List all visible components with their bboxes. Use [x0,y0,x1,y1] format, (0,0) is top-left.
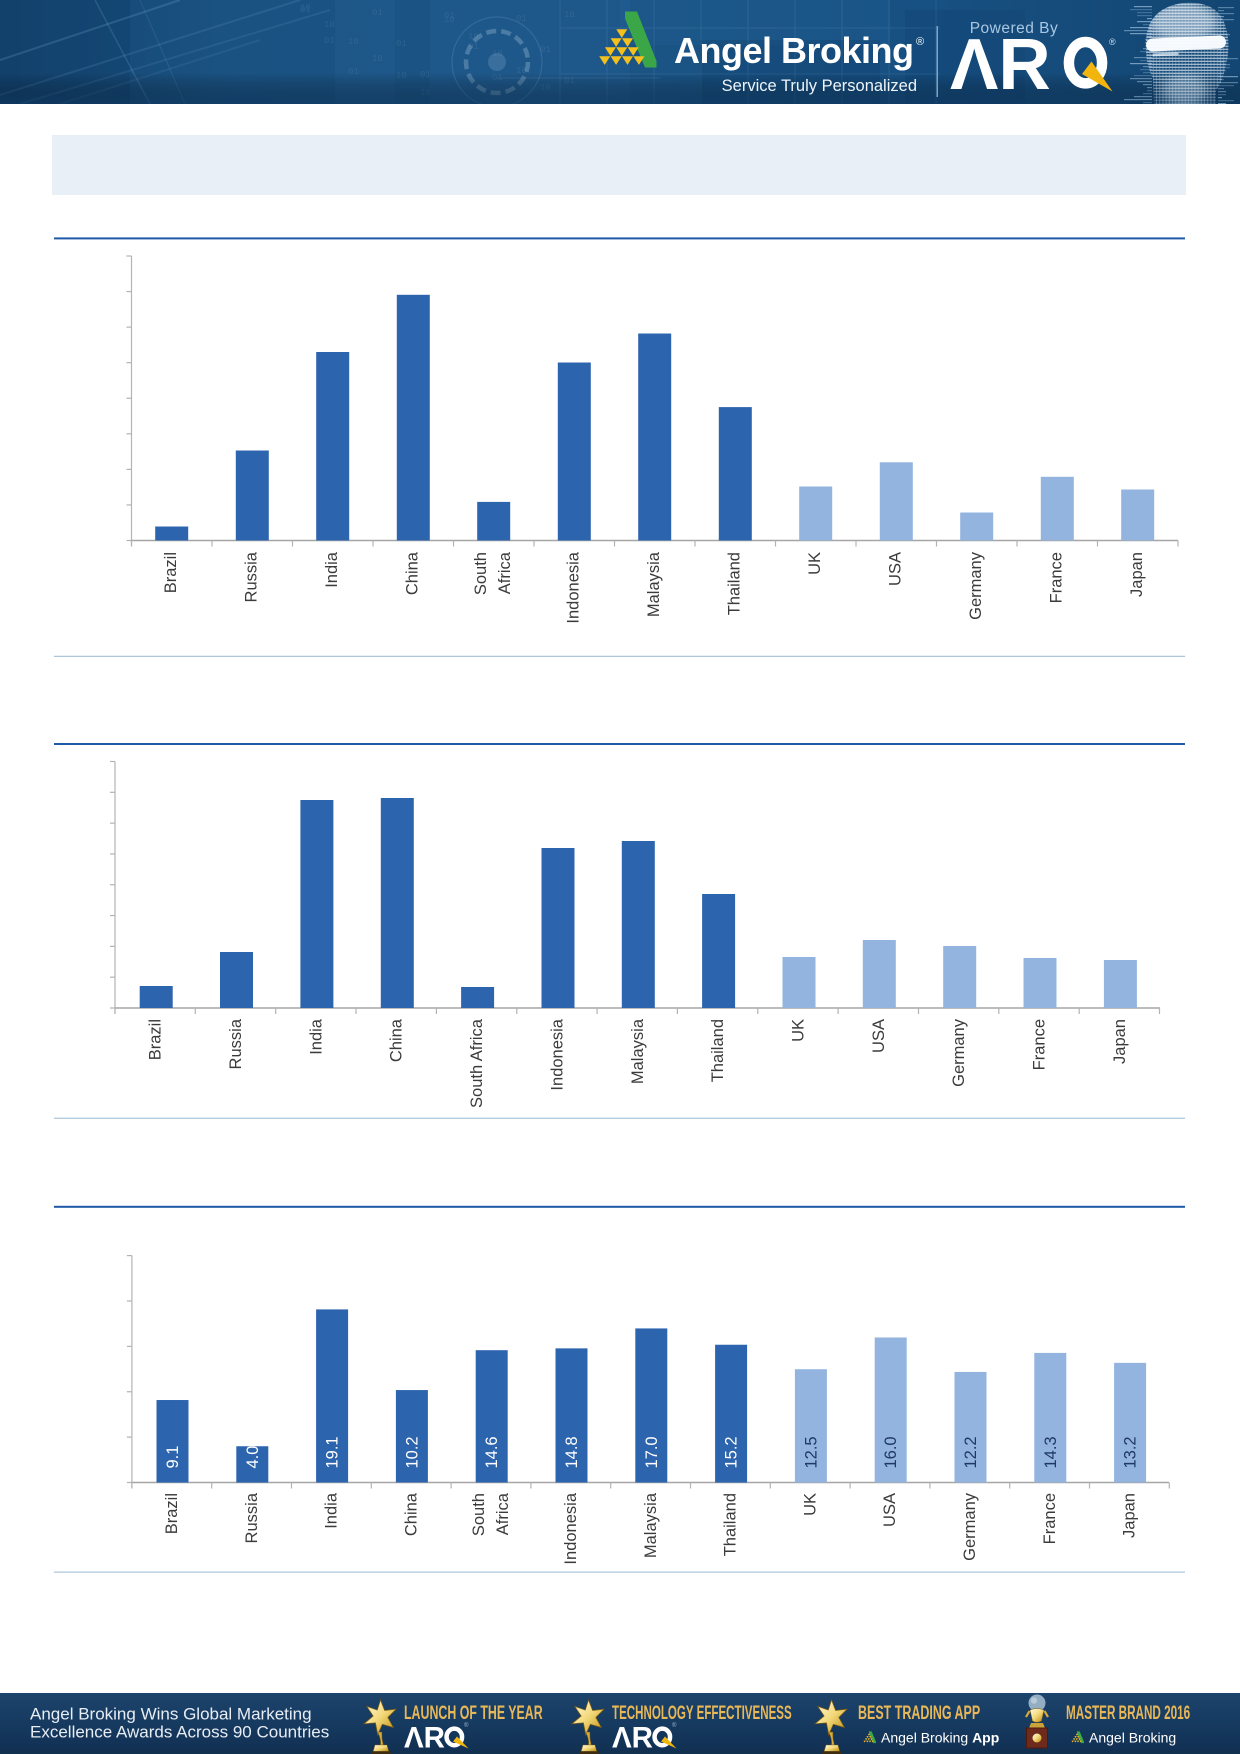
svg-text:®: ® [464,1722,469,1729]
svg-text:USA: USA [887,552,905,586]
svg-text:South: South [472,552,490,595]
svg-text:Angel Broking: Angel Broking [674,30,914,71]
svg-text:13.2: 13.2 [1122,1436,1140,1468]
svg-text:Angel Broking App: Angel Broking App [881,1730,999,1746]
svg-text:Indonesia: Indonesia [565,551,583,623]
svg-text:Africa: Africa [494,1492,512,1535]
svg-text:ΛR: ΛR [950,24,1051,104]
svg-text:12.2: 12.2 [962,1436,980,1468]
svg-text:BEST TRADING APP: BEST TRADING APP [858,1702,980,1723]
svg-text:China: China [388,1018,406,1062]
svg-text:4.0: 4.0 [244,1446,262,1469]
svg-text:Russia: Russia [227,1018,245,1069]
svg-text:14.3: 14.3 [1042,1436,1060,1468]
svg-text:India: India [323,551,341,588]
svg-text:Africa: Africa [496,551,514,594]
svg-text:14.6: 14.6 [483,1436,501,1468]
svg-text:Germany: Germany [967,551,985,620]
svg-text:Japan: Japan [1128,552,1146,597]
svg-text:UK: UK [806,552,824,575]
svg-text:17.0: 17.0 [643,1436,661,1468]
svg-text:China: China [404,551,422,595]
svg-text:South: South [470,1493,488,1536]
svg-text:Brazil: Brazil [162,552,180,593]
svg-text:19.1: 19.1 [324,1436,342,1468]
svg-text:Brazil: Brazil [147,1019,165,1060]
svg-text:Japan: Japan [1121,1493,1139,1538]
svg-text:®: ® [916,36,924,48]
svg-text:ΛR: ΛR [404,1722,445,1754]
svg-text:Powered By: Powered By [970,20,1059,37]
svg-text:Angel Broking: Angel Broking [1089,1730,1176,1746]
svg-text:Brazil: Brazil [163,1493,181,1534]
svg-text:UK: UK [801,1493,819,1516]
svg-text:Thailand: Thailand [709,1019,727,1082]
svg-text:®: ® [1109,37,1116,47]
svg-text:France: France [1048,552,1066,603]
svg-text:Malaysia: Malaysia [642,1492,660,1558]
svg-text:Germany: Germany [961,1492,979,1561]
svg-text:Russia: Russia [243,1492,261,1543]
svg-text:LAUNCH OF THE YEAR: LAUNCH OF THE YEAR [404,1702,543,1723]
svg-text:TECHNOLOGY EFFECTIVENESS: TECHNOLOGY EFFECTIVENESS [612,1702,792,1724]
svg-text:France: France [1031,1019,1049,1070]
svg-text:China: China [402,1492,420,1536]
svg-text:France: France [1041,1493,1059,1544]
svg-text:India: India [307,1018,325,1055]
svg-text:10.2: 10.2 [403,1436,421,1468]
svg-text:Russia: Russia [243,551,261,602]
svg-text:Angel Broking Wins Global Mark: Angel Broking Wins Global Marketing [30,1705,312,1724]
svg-text:16.0: 16.0 [882,1436,900,1468]
svg-text:USA: USA [870,1019,888,1053]
svg-text:UK: UK [790,1019,808,1042]
svg-text:Thailand: Thailand [722,1493,740,1556]
svg-text:15.2: 15.2 [723,1436,741,1468]
svg-text:Indonesia: Indonesia [562,1492,580,1564]
svg-text:Japan: Japan [1111,1019,1129,1064]
svg-text:14.8: 14.8 [563,1436,581,1468]
svg-text:ΛR: ΛR [612,1722,653,1754]
svg-text:Indonesia: Indonesia [548,1018,566,1090]
svg-text:®: ® [672,1722,677,1729]
svg-text:9.1: 9.1 [164,1446,182,1469]
svg-text:Malaysia: Malaysia [629,1018,647,1084]
svg-text:USA: USA [881,1493,899,1527]
svg-text:India: India [323,1492,341,1529]
svg-text:MASTER BRAND 2016: MASTER BRAND 2016 [1066,1702,1190,1724]
svg-text:Service Truly Personalized: Service Truly Personalized [722,77,917,95]
svg-text:Germany: Germany [950,1018,968,1087]
svg-text:12.5: 12.5 [802,1436,820,1468]
svg-text:Malaysia: Malaysia [645,551,663,617]
svg-text:South Africa: South Africa [468,1018,486,1108]
svg-text:Excellence Awards Across 90 Co: Excellence Awards Across 90 Countries [30,1723,329,1742]
svg-text:Thailand: Thailand [726,552,744,615]
